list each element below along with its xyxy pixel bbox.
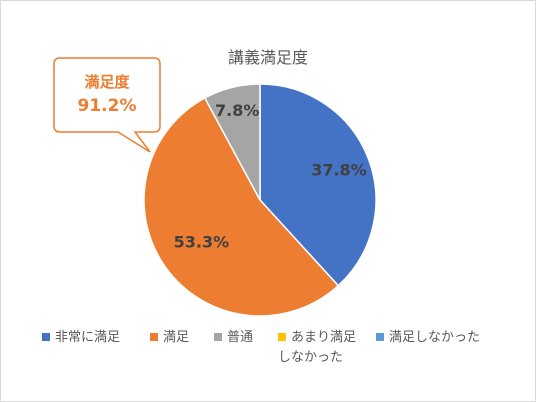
legend-text-line1: あまり満足 (291, 330, 357, 345)
legend-item-not-very-satisfied: あまり満足しなかった (278, 328, 356, 368)
legend-item-neutral: 普通 (214, 328, 253, 348)
legend-item-very-satisfied: 非常に満足 (42, 328, 120, 348)
callout-bubble (53, 57, 161, 153)
legend-swatch (376, 332, 384, 341)
chart-title: 講義満足度 (227, 48, 308, 67)
legend-swatch (42, 332, 50, 341)
data-label: 7.8% (215, 101, 259, 120)
legend-text-line2: しなかった (278, 350, 344, 365)
callout: 満足度 91.2% (53, 57, 161, 153)
callout-value: 91.2% (78, 96, 137, 116)
legend-swatch (214, 332, 222, 341)
slice-neutral (203, 83, 261, 201)
data-label: 37.8% (311, 160, 367, 179)
slice-satisfied (143, 96, 340, 317)
legend-swatch (150, 332, 158, 341)
legend-item-satisfied: 満足 (150, 328, 189, 348)
legend-item-not-satisfied: 満足しなかった (376, 328, 480, 348)
data-label: 53.3% (174, 233, 230, 252)
legend-swatch (278, 332, 286, 341)
slice-very-satisfied (259, 83, 377, 287)
callout-label: 満足度 (84, 73, 130, 91)
